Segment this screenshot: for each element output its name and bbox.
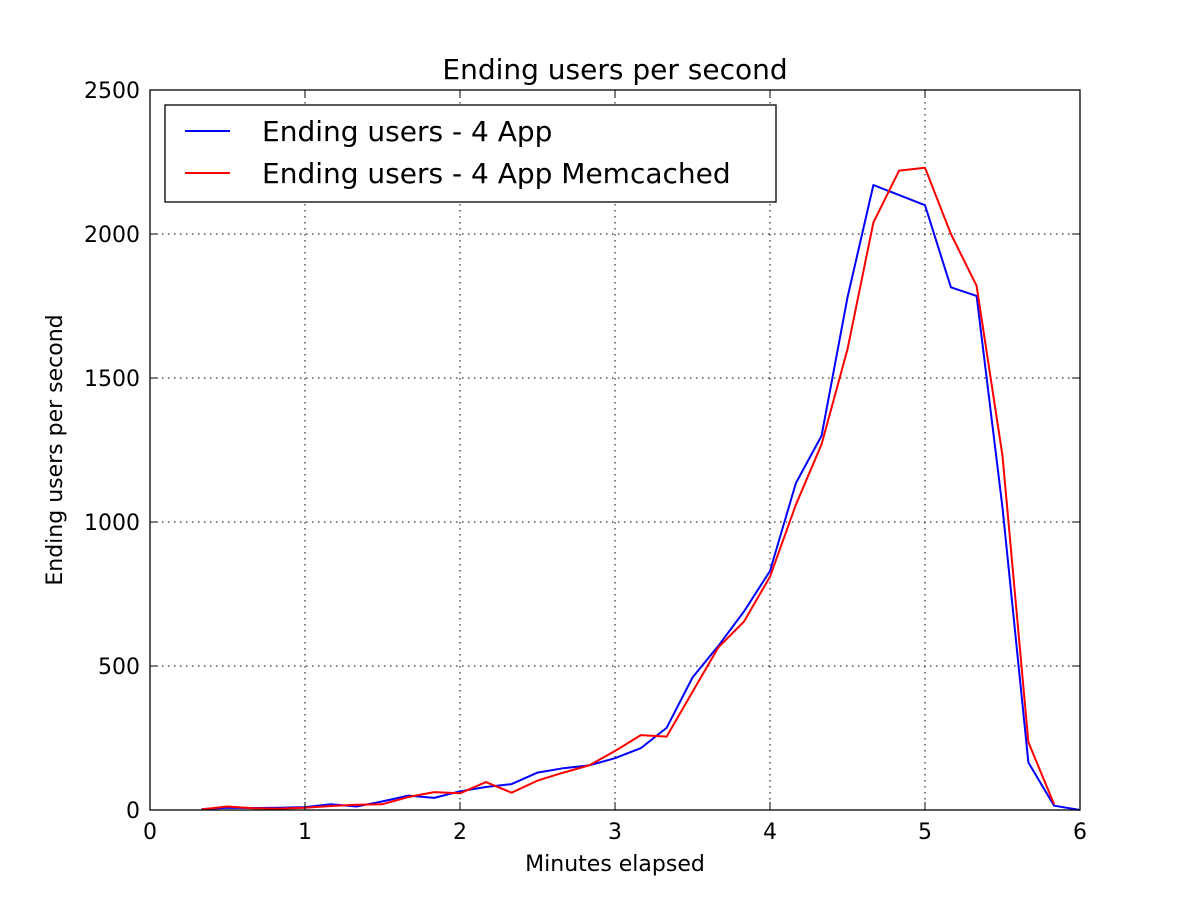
y-tick-label: 1000 [84,511,140,536]
y-tick-label: 500 [98,655,140,680]
y-tick-label: 2000 [84,223,140,248]
x-tick-label: 1 [298,820,312,845]
axis-ticks: 0 1 2 3 4 5 6 0 500 1000 1500 2000 2500 [84,79,1087,845]
x-tick-label: 4 [763,820,777,845]
x-tick-label: 5 [918,820,932,845]
legend-box [164,104,777,203]
series-line-2 [201,166,1056,811]
x-tick-label: 2 [453,820,467,845]
y-tick-label: 1500 [84,367,140,392]
legend-label-2: Ending users - 4 App Memcached [262,157,731,190]
series-lines [201,166,1081,811]
x-tick-label: 3 [608,820,622,845]
x-axis-label: Minutes elapsed [525,852,705,877]
x-tick-label: 0 [143,820,157,845]
legend: Ending users - 4 App Ending users - 4 App… [164,104,777,203]
y-tick-label: 0 [126,799,140,824]
x-tick-label: 6 [1073,820,1087,845]
legend-label-1: Ending users - 4 App [262,115,552,148]
chart-title: Ending users per second [442,53,787,86]
y-tick-label: 2500 [84,79,140,104]
y-axis-label: Ending users per second [43,314,68,585]
